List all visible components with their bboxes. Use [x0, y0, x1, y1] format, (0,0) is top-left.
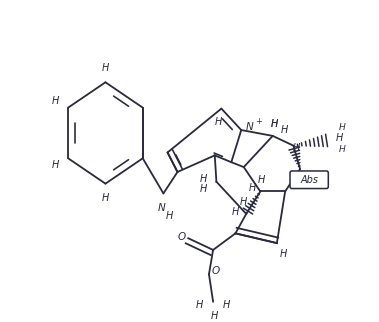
Text: H: H	[52, 96, 59, 106]
Text: N: N	[158, 203, 166, 213]
Text: H: H	[222, 300, 230, 310]
Text: H: H	[232, 207, 239, 217]
Text: O: O	[212, 266, 220, 276]
Text: H: H	[211, 311, 218, 321]
Text: N: N	[245, 122, 253, 132]
Text: H: H	[102, 63, 109, 73]
Text: H: H	[165, 211, 173, 221]
Text: O: O	[177, 232, 185, 242]
Text: +: +	[255, 117, 262, 126]
Text: H: H	[271, 119, 278, 129]
Text: H: H	[102, 193, 109, 203]
Text: H: H	[281, 125, 288, 135]
Text: H: H	[249, 183, 256, 193]
Text: H: H	[196, 300, 204, 310]
Text: H: H	[293, 143, 300, 153]
Text: H: H	[200, 184, 208, 194]
Text: H: H	[271, 119, 278, 129]
Text: Abs: Abs	[300, 175, 318, 185]
Text: H: H	[258, 175, 266, 185]
Text: H: H	[279, 249, 287, 259]
Text: H: H	[338, 145, 345, 154]
Text: H: H	[200, 174, 208, 184]
FancyBboxPatch shape	[290, 171, 328, 189]
Text: H: H	[51, 160, 59, 170]
Text: H: H	[240, 197, 247, 207]
Text: H: H	[215, 117, 222, 127]
Text: H: H	[338, 123, 345, 132]
Text: H: H	[336, 133, 343, 143]
